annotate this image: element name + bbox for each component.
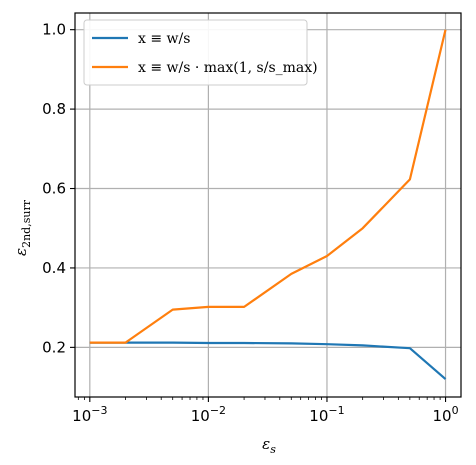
series-lines xyxy=(89,29,447,380)
y-tick-label: 1.0 xyxy=(42,21,66,39)
x-tick-label: 100 xyxy=(432,404,458,425)
legend-label-series-2: x ≡ w/s · max(1, s/s_max) xyxy=(138,60,318,76)
x-tick-label: 10−1 xyxy=(309,404,344,425)
legend-box xyxy=(83,19,308,86)
y-tick-label: 0.6 xyxy=(42,180,66,198)
plot-frame xyxy=(74,12,462,398)
y-tick-label: 0.4 xyxy=(42,259,66,277)
x-tick-label: 10−3 xyxy=(72,404,107,425)
legend: x ≡ w/s x ≡ w/s · max(1, s/s_max) xyxy=(83,19,318,86)
series-line-1 xyxy=(89,341,447,380)
legend-label-series-1: x ≡ w/s xyxy=(138,31,190,47)
x-axis-label: εs xyxy=(262,435,276,456)
axis-ticks: 10−3 10−2 10−1 100 0.2 0.4 0.6 0.8 1.0 xyxy=(42,21,458,425)
y-tick-label: 0.8 xyxy=(42,100,66,118)
x-tick-label: 10−2 xyxy=(191,404,226,425)
y-tick-label: 0.2 xyxy=(42,338,66,356)
y-axis-label: ε2nd,surr xyxy=(12,199,33,256)
series-line-2 xyxy=(89,29,447,344)
